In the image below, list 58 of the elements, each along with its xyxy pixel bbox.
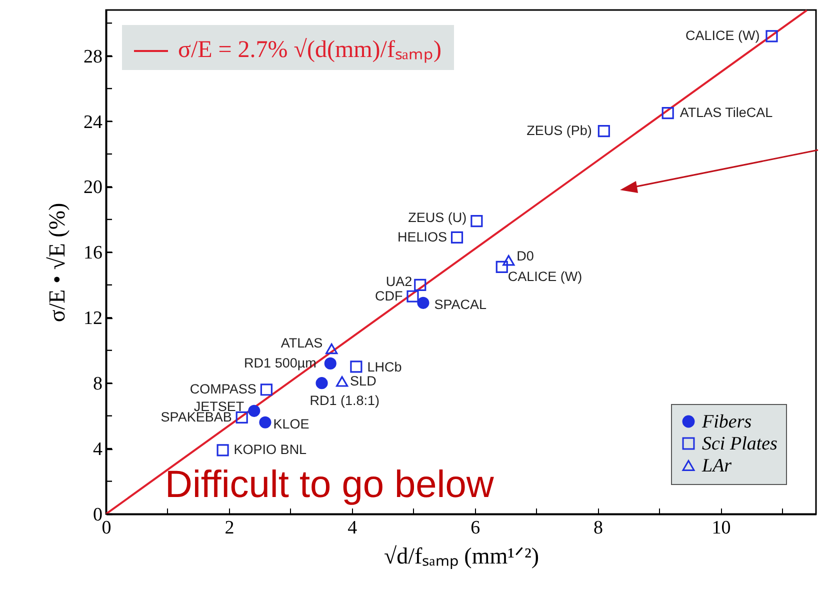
annotation: KLOE xyxy=(273,416,310,432)
point xyxy=(662,107,674,120)
annotation: RD1 (1.8:1) xyxy=(310,393,380,408)
annotation: COMPASS xyxy=(190,382,256,397)
x-tick-label: 4 xyxy=(348,518,358,538)
legend-label: Sci Plates xyxy=(702,434,778,454)
annotation: ZEUS (Pb) xyxy=(526,123,592,138)
point xyxy=(336,376,348,387)
point xyxy=(417,296,430,309)
point xyxy=(502,255,515,266)
point xyxy=(324,357,336,370)
annotation: RD1 500µm xyxy=(244,355,316,370)
y-tick-label: 0 xyxy=(93,504,102,526)
point xyxy=(326,343,338,354)
x-tick-label: 2 xyxy=(224,518,234,538)
x-axis-title: √d/fₛₐₘₚ (mm¹ᐟ²) xyxy=(384,544,540,570)
y-axis-title: σ/E • √E (%) xyxy=(44,202,70,322)
annotation: SPACAL xyxy=(434,296,487,312)
annotation: Difficult to go below xyxy=(165,464,494,506)
annotation: LHCb xyxy=(367,360,402,375)
point xyxy=(450,231,464,244)
point xyxy=(248,404,260,417)
annotation: CDF xyxy=(374,288,403,304)
legend-label: Fibers xyxy=(701,412,752,432)
point xyxy=(766,30,778,42)
point xyxy=(598,125,610,138)
annotation: ATLAS TileCAL xyxy=(680,105,774,120)
x-tick-label: 8 xyxy=(594,518,604,538)
annotation: σ/E = 2.7% √(d(mm)/fₛₐₘₚ) xyxy=(178,37,442,63)
annotation: ATLAS xyxy=(280,336,323,351)
y-tick-label: 24 xyxy=(84,112,103,133)
annotation: HELIOS xyxy=(397,229,448,244)
y-tick-label: 20 xyxy=(84,177,102,198)
x-tick-label: 6 xyxy=(470,518,480,538)
y-tick-label: 4 xyxy=(93,439,103,460)
point xyxy=(260,384,272,396)
annotation: UA2 xyxy=(386,274,412,289)
point xyxy=(406,290,419,302)
x-tick-label: 10 xyxy=(712,518,731,538)
y-tick-label: 12 xyxy=(84,308,102,330)
annotation: ZEUS (U) xyxy=(408,210,467,226)
y-tick-label: 16 xyxy=(84,242,102,264)
point xyxy=(350,360,362,373)
annotation: CALICE (W) xyxy=(508,268,582,284)
point xyxy=(414,278,426,291)
point xyxy=(216,444,229,456)
annotation: D0 xyxy=(516,248,534,264)
legend-label: LAr xyxy=(701,456,732,476)
point xyxy=(496,260,508,273)
point xyxy=(316,377,328,390)
annotation: SLD xyxy=(350,373,377,388)
point xyxy=(470,215,483,228)
point xyxy=(236,411,248,424)
annotation: KOPIO BNL xyxy=(234,442,308,458)
y-tick-label: 8 xyxy=(93,374,102,395)
y-tick-label: 28 xyxy=(84,46,102,68)
annotation: CALICE (W) xyxy=(685,28,760,44)
point xyxy=(259,416,272,428)
